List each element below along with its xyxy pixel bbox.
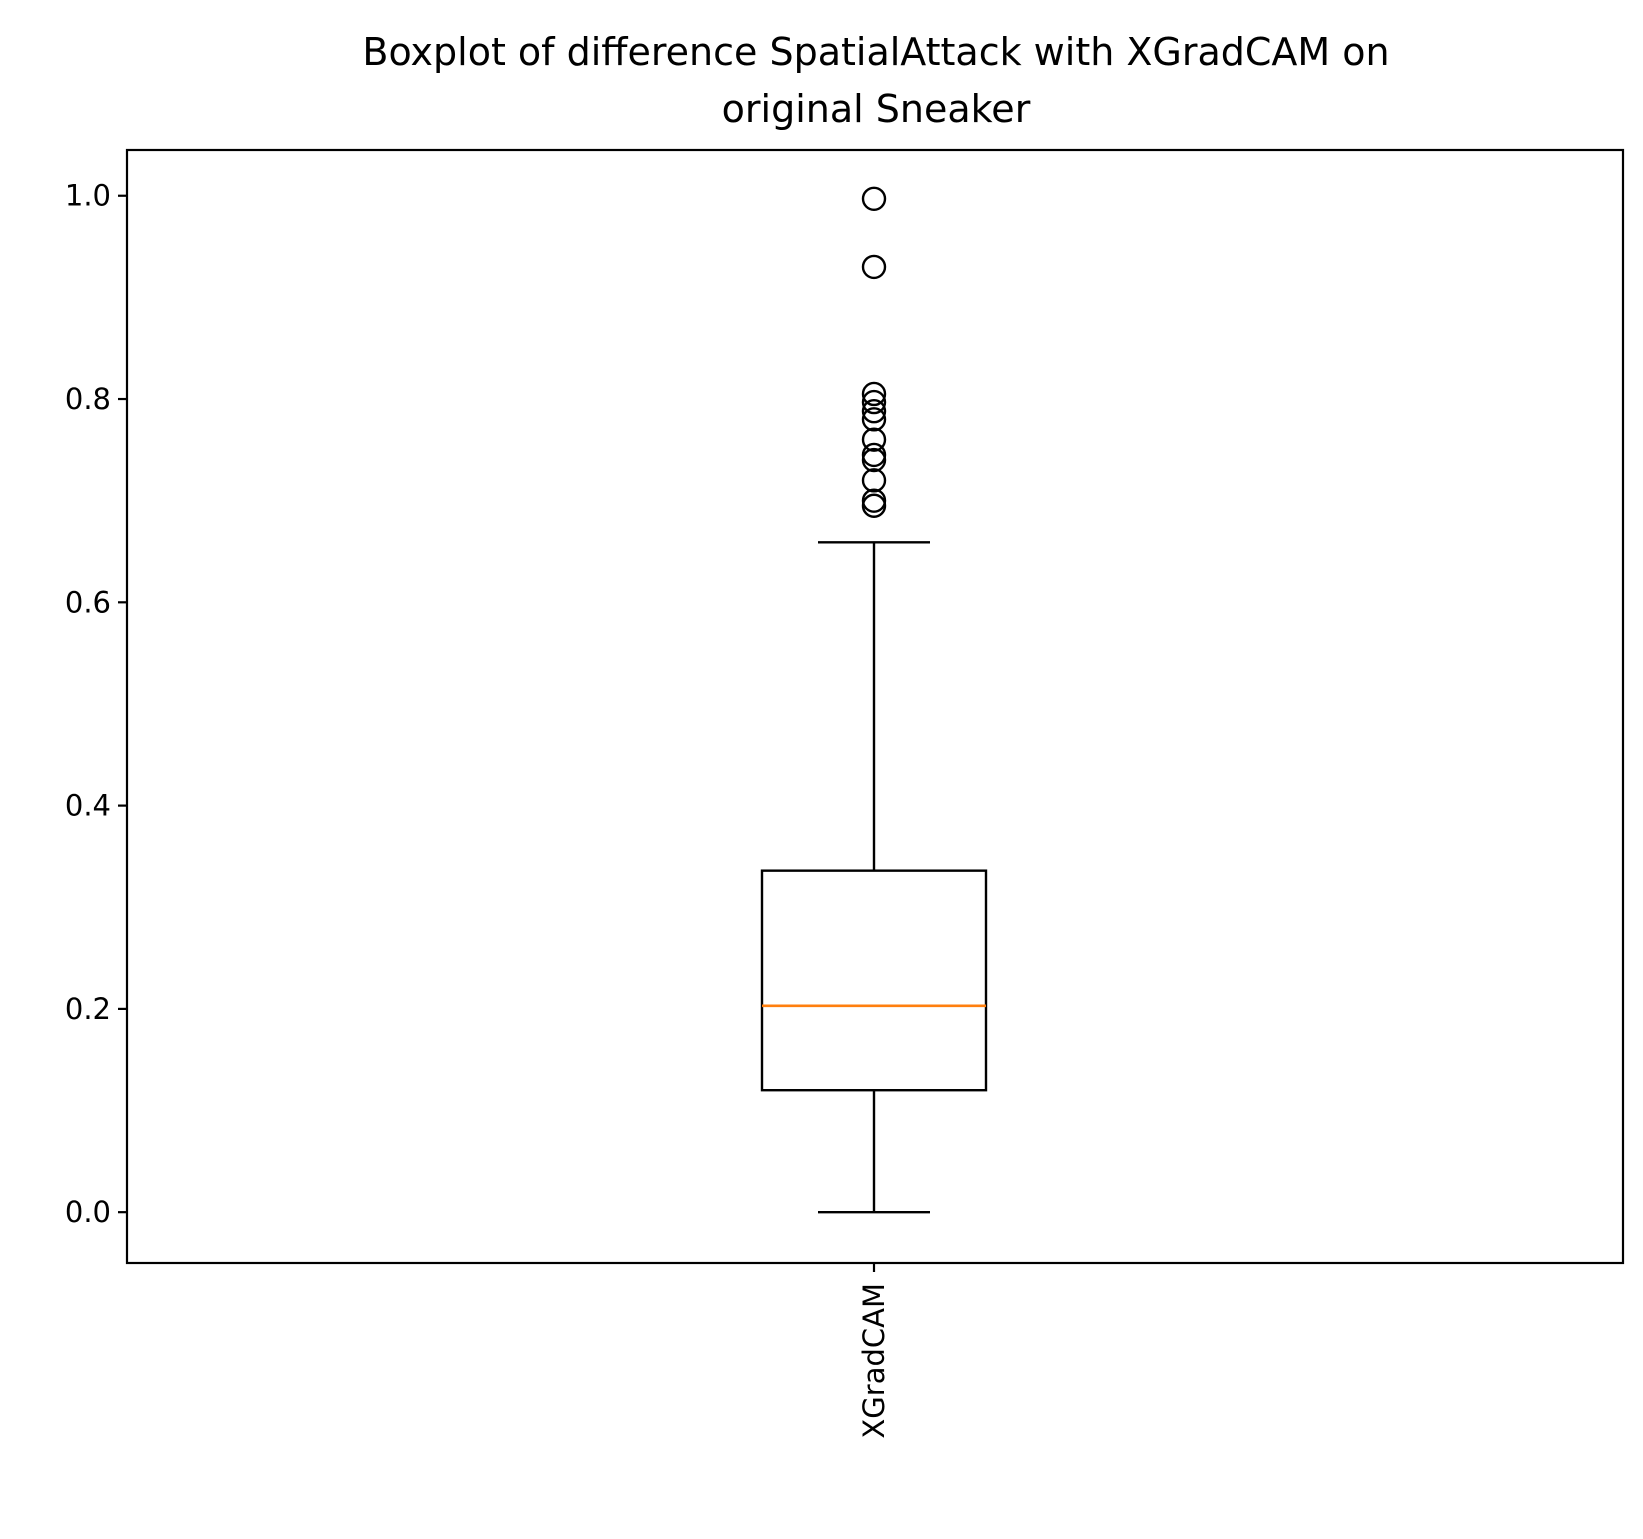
outlier-point	[861, 427, 887, 452]
y-tick-label: 0.6	[65, 585, 111, 619]
outlier-point	[861, 442, 887, 468]
outlier-point	[861, 399, 887, 424]
outlier-point	[861, 254, 887, 280]
outlier-point	[861, 447, 887, 473]
outlier-point	[861, 488, 887, 513]
outlier-point	[861, 468, 887, 493]
outlier-point	[861, 381, 887, 407]
y-tick-label: 0.0	[65, 1195, 111, 1229]
chart-title-line-1: Boxplot of difference SpatialAttack with…	[362, 30, 1389, 74]
y-tick-label: 0.8	[65, 382, 111, 416]
outlier-point	[861, 186, 887, 211]
y-tick-label: 0.4	[65, 789, 111, 823]
y-tick-label: 0.2	[65, 992, 111, 1026]
outlier-point	[861, 407, 887, 432]
chart-title-line-2: original Sneaker	[722, 87, 1031, 131]
axes-layer: 0.0 0.2 0.4 0.6 0.8 1.0 XGradCAM	[65, 179, 891, 1439]
outlier-point	[861, 389, 887, 415]
x-tick-label: XGradCAM	[857, 1283, 891, 1439]
outlier-point	[861, 493, 887, 518]
iqr-box	[760, 869, 988, 1092]
y-tick-label: 1.0	[65, 179, 111, 213]
plot-layer	[760, 186, 988, 1214]
